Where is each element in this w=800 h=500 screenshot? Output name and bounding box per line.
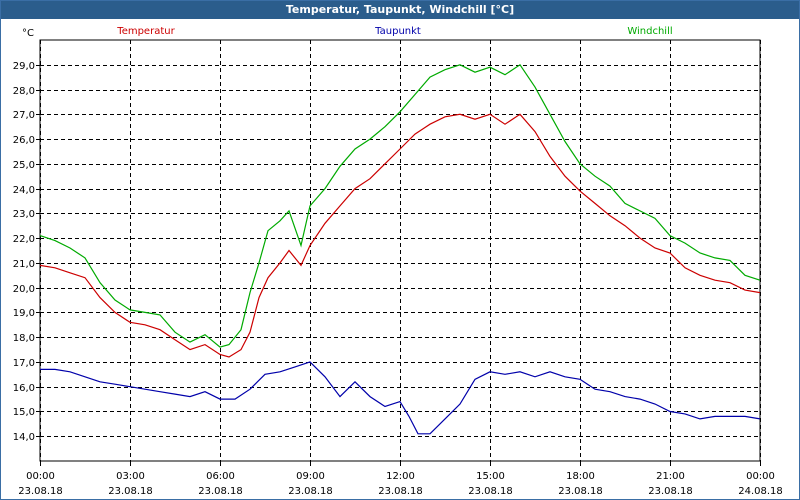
y-tick-label: 23,0 — [13, 209, 35, 220]
series-line-temperatur — [39, 113, 761, 358]
window-title: Temperatur, Taupunkt, Windchill [°C] — [1, 1, 799, 19]
y-tick-label: 16,0 — [13, 383, 35, 394]
y-tick-label: 22,0 — [13, 234, 35, 245]
legend-entry: Taupunkt — [374, 26, 421, 37]
x-tick-date-label: 23.08.18 — [18, 486, 63, 497]
y-tick-label: 28,0 — [13, 86, 35, 97]
x-tick-date-label: 23.08.18 — [108, 486, 153, 497]
y-tick-label: 27,0 — [13, 110, 35, 121]
x-tick-time-label: 06:00 — [206, 471, 235, 482]
y-tick-label: 20,0 — [13, 284, 35, 295]
x-tick-time-label: 18:00 — [566, 471, 595, 482]
y-tick-label: 19,0 — [13, 308, 35, 319]
series-line-windchill — [39, 63, 761, 348]
x-tick-time-label: 15:00 — [476, 471, 505, 482]
legend-entry: Windchill — [627, 26, 672, 37]
line-chart: 14,0 15,0 16,0 17,0 18,0 19,0 20,0 21,0 22,0 23,0… — [13, 26, 783, 497]
y-tick-label: 26,0 — [13, 135, 35, 146]
legend-entry: Temperatur — [116, 26, 175, 37]
x-tick-date-label: 24.08.18 — [738, 486, 783, 497]
x-tick-time-label: 00:00 — [746, 471, 775, 482]
x-tick-date-label: 23.08.18 — [648, 486, 693, 497]
x-tick-time-label: 12:00 — [386, 471, 415, 482]
y-tick-label: 15,0 — [13, 407, 35, 418]
x-tick-date-label: 23.08.18 — [198, 486, 243, 497]
y-tick-label: 29,0 — [13, 61, 35, 72]
x-tick-date-label: 23.08.18 — [378, 486, 423, 497]
x-tick-date-label: 23.08.18 — [468, 486, 513, 497]
y-tick-label: 21,0 — [13, 259, 35, 270]
y-tick-label: 14,0 — [13, 432, 35, 443]
x-tick-date-label: 23.08.18 — [288, 486, 333, 497]
y-tick-label: 18,0 — [13, 333, 35, 344]
y-tick-label: 25,0 — [13, 160, 35, 171]
y-tick-label: 17,0 — [13, 358, 35, 369]
x-tick-time-label: 21:00 — [656, 471, 685, 482]
series-line-taupunkt — [40, 361, 761, 435]
y-axis-label: °C — [22, 28, 34, 39]
x-tick-date-label: 23.08.18 — [558, 486, 603, 497]
x-tick-time-label: 09:00 — [296, 471, 325, 482]
x-tick-time-label: 03:00 — [116, 471, 145, 482]
x-tick-time-label: 00:00 — [26, 471, 55, 482]
y-tick-label: 24,0 — [13, 185, 35, 196]
